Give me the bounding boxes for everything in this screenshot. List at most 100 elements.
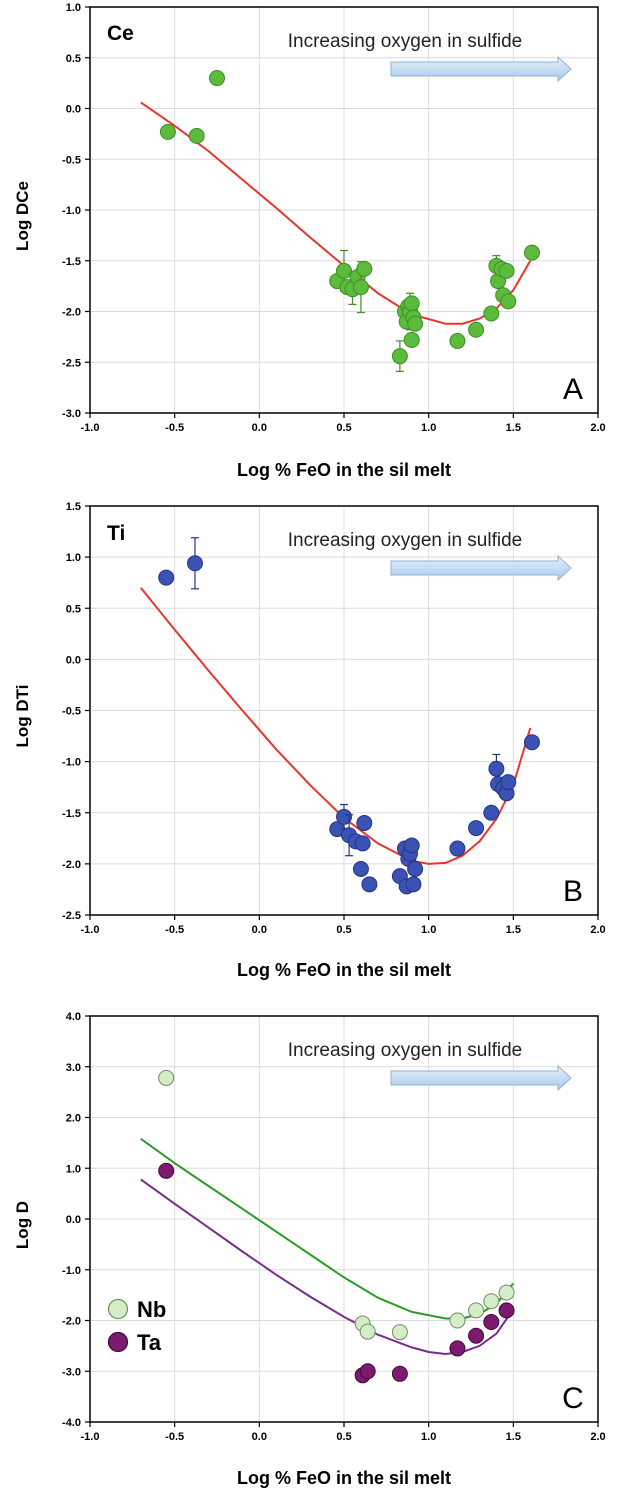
y-tick-label: -4.0	[62, 1417, 81, 1429]
panel-letter: A	[563, 373, 583, 406]
y-tick-label: 0.0	[66, 654, 81, 666]
data-point	[336, 808, 352, 825]
data-point	[498, 1302, 515, 1319]
x-tick-label: 1.5	[506, 924, 521, 936]
data-point	[391, 348, 408, 365]
y-axis-label: Log D	[13, 1201, 32, 1249]
data-point	[352, 860, 369, 877]
data-point	[468, 321, 485, 338]
legend-label: Nb	[137, 1297, 166, 1322]
data-point	[359, 1323, 376, 1340]
data-point	[523, 244, 540, 261]
x-tick-label: 0.0	[252, 422, 267, 434]
y-tick-label: 4.0	[66, 1011, 81, 1023]
x-tick-label: 0.5	[336, 1431, 351, 1443]
data-point	[391, 1365, 408, 1382]
y-tick-label: -1.0	[62, 1265, 81, 1277]
x-tick-label: 2.0	[590, 422, 605, 434]
y-tick-label: 0.5	[66, 603, 81, 615]
data-point	[449, 840, 466, 857]
x-axis-label: Log % FeO in the sil melt	[237, 460, 451, 480]
data-point	[403, 837, 420, 854]
y-tick-label: -1.5	[62, 808, 81, 820]
data-point	[391, 1324, 408, 1341]
data-point	[483, 1314, 500, 1331]
data-point	[356, 814, 373, 831]
x-tick-label: 1.5	[506, 422, 521, 434]
x-tick-label: 0.5	[336, 422, 351, 434]
legend-marker	[107, 1298, 129, 1320]
x-tick-label: -0.5	[165, 1431, 184, 1443]
x-tick-label: 0.0	[252, 1431, 267, 1443]
y-axis-label: Log DTi	[13, 685, 32, 748]
panel-C: -1.0 -0.5 0.0 0.5 1.0 1.5 2.0 -4.0 -3.0 -2.0 -1.0 0…	[13, 1011, 606, 1488]
x-tick-label: 1.0	[421, 924, 436, 936]
panel-B: -1.0 -0.5 0.0 0.5 1.0 1.5 2.0 -2.5 -2.0 -1.5 -1.0 -…	[13, 501, 606, 980]
fit-line	[140, 587, 532, 865]
y-tick-label: 0.0	[66, 1214, 81, 1226]
data-point	[405, 876, 422, 893]
data-point	[336, 262, 352, 279]
y-tick-label: 2.0	[66, 1113, 81, 1125]
arrow-icon	[390, 1064, 572, 1092]
y-tick-label: -0.5	[62, 154, 81, 166]
y-axis-label: Log DCe	[13, 181, 32, 251]
y-tick-label: -2.0	[62, 859, 81, 871]
x-tick-label: 1.0	[421, 1431, 436, 1443]
y-tick-label: 1.0	[66, 2, 81, 14]
data-point	[359, 1363, 376, 1380]
data-point	[468, 1327, 485, 1344]
data-point	[158, 1162, 175, 1179]
x-tick-label: 0.0	[252, 924, 267, 936]
data-point	[188, 127, 205, 144]
data-point	[500, 293, 517, 310]
data-point	[523, 734, 540, 751]
x-tick-label: 1.0	[421, 422, 436, 434]
arrow-icon	[390, 554, 572, 582]
y-tick-label: 1.0	[66, 1163, 81, 1175]
y-tick-label: -1.5	[62, 256, 81, 268]
data-point	[498, 1284, 515, 1301]
data-point	[158, 569, 175, 586]
x-tick-label: -1.0	[81, 924, 100, 936]
legend-marker	[107, 1331, 129, 1353]
panel-letter: B	[563, 875, 583, 908]
y-tick-label: -1.0	[62, 205, 81, 217]
arrow-icon	[390, 55, 572, 83]
data-point	[403, 295, 420, 312]
data-point	[468, 1302, 485, 1319]
data-point	[483, 305, 500, 322]
y-tick-label: -2.5	[62, 910, 81, 922]
data-point	[361, 876, 378, 893]
y-tick-label: -3.0	[62, 1366, 81, 1378]
y-tick-label: 3.0	[66, 1062, 81, 1074]
x-tick-label: -0.5	[165, 924, 184, 936]
x-tick-label: 0.5	[336, 924, 351, 936]
data-point	[407, 315, 424, 332]
element-label: Ti	[107, 522, 125, 545]
data-point	[356, 260, 373, 277]
y-tick-label: 0.5	[66, 53, 81, 65]
data-point	[158, 1069, 175, 1086]
y-tick-label: 1.0	[66, 552, 81, 564]
panel-A: -1.0 -0.5 0.0 0.5 1.0 1.5 2.0 -3.0 -2.5 -2.0 -1.5 -…	[13, 2, 606, 480]
data-point	[500, 774, 517, 791]
x-tick-label: -1.0	[81, 422, 100, 434]
y-tick-label: -2.0	[62, 1316, 81, 1328]
legend-label: Ta	[137, 1330, 162, 1355]
data-point	[488, 760, 505, 777]
annotation-text: Increasing oxygen in sulfide	[288, 530, 522, 551]
data-point	[483, 804, 500, 821]
y-tick-label: -3.0	[62, 408, 81, 420]
annotation-text: Increasing oxygen in sulfide	[288, 31, 522, 52]
data-point	[403, 331, 420, 348]
data-point	[209, 70, 225, 87]
y-tick-label: -2.0	[62, 307, 81, 319]
data-point	[449, 1340, 466, 1357]
data-point	[407, 860, 424, 877]
x-tick-label: 2.0	[590, 924, 605, 936]
annotation-text: Increasing oxygen in sulfide	[288, 1040, 522, 1061]
data-point	[483, 1293, 500, 1310]
data-point	[186, 555, 203, 572]
